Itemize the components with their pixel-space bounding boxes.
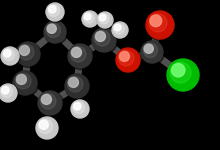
Circle shape [82,11,98,27]
Circle shape [82,11,99,28]
Circle shape [170,62,191,83]
Circle shape [149,14,167,32]
Circle shape [147,11,176,41]
Circle shape [84,13,91,20]
Circle shape [73,102,84,114]
Circle shape [146,11,174,39]
Circle shape [144,44,153,53]
Circle shape [13,71,37,95]
Circle shape [112,22,129,39]
Circle shape [46,3,65,22]
Circle shape [84,13,94,23]
Circle shape [44,21,67,44]
Circle shape [71,47,81,57]
Circle shape [16,74,26,84]
Circle shape [92,28,116,52]
Circle shape [19,45,29,56]
Circle shape [73,102,81,110]
Circle shape [65,74,91,100]
Circle shape [13,71,38,97]
Circle shape [15,73,31,89]
Circle shape [97,12,113,28]
Circle shape [38,119,53,134]
Circle shape [167,60,201,93]
Circle shape [92,28,117,54]
Circle shape [3,49,15,60]
Circle shape [143,43,158,57]
Circle shape [95,31,105,41]
Circle shape [38,91,64,117]
Circle shape [0,84,18,103]
Circle shape [18,44,34,60]
Circle shape [150,15,162,27]
Circle shape [0,84,17,102]
Circle shape [38,91,62,115]
Circle shape [47,24,56,33]
Circle shape [1,86,13,98]
Circle shape [141,41,163,63]
Circle shape [97,12,114,29]
Circle shape [16,42,40,66]
Circle shape [49,6,56,13]
Circle shape [44,21,66,43]
Circle shape [116,48,141,74]
Circle shape [141,41,164,64]
Circle shape [46,3,64,21]
Circle shape [68,44,92,68]
Circle shape [71,100,89,118]
Circle shape [65,74,89,98]
Circle shape [116,48,140,72]
Circle shape [1,47,20,66]
Circle shape [36,117,58,139]
Circle shape [114,24,121,31]
Circle shape [68,77,79,87]
Circle shape [167,59,199,91]
Circle shape [99,14,106,21]
Circle shape [46,23,60,38]
Circle shape [4,50,11,57]
Circle shape [40,93,56,109]
Circle shape [118,50,134,66]
Circle shape [114,24,124,34]
Circle shape [94,30,110,46]
Circle shape [99,14,109,24]
Circle shape [70,46,86,62]
Circle shape [16,42,42,68]
Circle shape [1,47,19,65]
Circle shape [68,44,94,70]
Circle shape [41,94,51,104]
Circle shape [2,87,9,94]
Circle shape [39,120,48,129]
Circle shape [36,117,59,140]
Circle shape [48,5,59,16]
Circle shape [119,51,129,62]
Circle shape [67,76,83,92]
Circle shape [171,63,185,77]
Circle shape [71,100,90,119]
Circle shape [112,22,128,38]
